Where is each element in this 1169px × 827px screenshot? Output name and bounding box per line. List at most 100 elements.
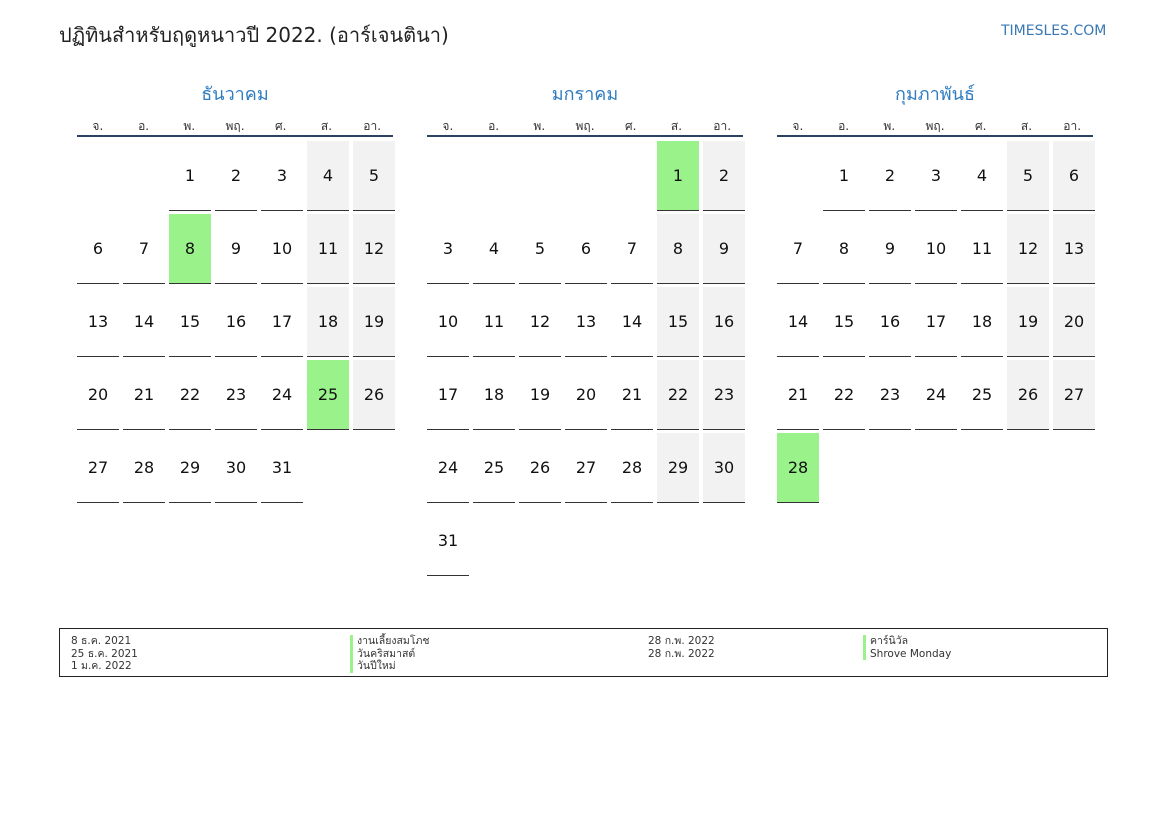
day-cell[interactable]: 16 [215,287,257,357]
day-cell[interactable]: 4 [307,141,349,211]
day-cell[interactable]: 30 [703,433,745,503]
legend-holiday-name: วันปีใหม่ [350,660,430,673]
day-cell[interactable]: 7 [123,214,165,284]
day-cell[interactable]: 9 [869,214,911,284]
day-cell[interactable]: 2 [215,141,257,211]
month-name: มกราคม [551,84,619,105]
day-cell[interactable]: 3 [427,214,469,284]
day-cell[interactable]: 18 [307,287,349,357]
day-cell[interactable]: 19 [1007,287,1049,357]
day-cell[interactable]: 27 [565,433,607,503]
day-cell[interactable]: 21 [611,360,653,430]
day-cell[interactable]: 27 [77,433,119,503]
day-cell[interactable]: 31 [427,506,469,576]
day-cell[interactable]: 11 [473,287,515,357]
day-cell[interactable]: 14 [611,287,653,357]
day-cell[interactable]: 17 [427,360,469,430]
day-cell[interactable]: 12 [519,287,561,357]
day-cell[interactable]: 6 [565,214,607,284]
day-cell[interactable]: 14 [777,287,819,357]
day-cell[interactable]: 11 [961,214,1003,284]
day-cell[interactable]: 24 [427,433,469,503]
weekday-label: จ. [92,119,104,133]
holiday-day-cell[interactable]: 28 [777,433,819,503]
day-cell[interactable]: 1 [169,141,211,211]
day-cell[interactable]: 16 [703,287,745,357]
day-cell[interactable]: 26 [519,433,561,503]
day-cell[interactable]: 19 [519,360,561,430]
day-cell[interactable]: 21 [123,360,165,430]
day-cell[interactable]: 15 [823,287,865,357]
day-cell[interactable]: 1 [823,141,865,211]
day-cell[interactable]: 6 [77,214,119,284]
day-cell[interactable]: 19 [353,287,395,357]
day-cell[interactable]: 9 [215,214,257,284]
day-cell[interactable]: 22 [657,360,699,430]
day-cell[interactable]: 13 [1053,214,1095,284]
day-cell[interactable]: 18 [961,287,1003,357]
day-cell[interactable]: 26 [1007,360,1049,430]
day-cell[interactable]: 12 [353,214,395,284]
day-cell[interactable]: 23 [869,360,911,430]
day-cell[interactable]: 20 [1053,287,1095,357]
day-cell[interactable]: 8 [657,214,699,284]
day-cell[interactable]: 5 [353,141,395,211]
site-link[interactable]: TIMESLES.COM [1001,23,1107,39]
day-cell[interactable]: 23 [215,360,257,430]
day-cell[interactable]: 17 [915,287,957,357]
day-cell[interactable]: 20 [77,360,119,430]
day-grid: 1 2 3 4 5 6 7 8 9 10 11 12 13 14 15 16 17 18 19 20 21 22 23 24 2… [777,141,1095,503]
empty-cell [777,141,819,211]
day-cell[interactable]: 22 [169,360,211,430]
day-cell[interactable]: 30 [215,433,257,503]
day-cell[interactable]: 3 [915,141,957,211]
day-cell[interactable]: 25 [473,433,515,503]
day-cell[interactable]: 11 [307,214,349,284]
day-cell[interactable]: 16 [869,287,911,357]
day-cell[interactable]: 29 [169,433,211,503]
day-cell[interactable]: 10 [427,287,469,357]
day-cell[interactable]: 12 [1007,214,1049,284]
holiday-day-cell[interactable]: 25 [307,360,349,430]
legend-date: 28 ก.พ. 2022 [648,647,715,660]
day-cell[interactable]: 8 [823,214,865,284]
day-cell[interactable]: 3 [261,141,303,211]
day-cell[interactable]: 31 [261,433,303,503]
day-cell[interactable]: 21 [777,360,819,430]
day-cell[interactable]: 29 [657,433,699,503]
day-cell[interactable]: 20 [565,360,607,430]
day-cell[interactable]: 5 [519,214,561,284]
day-cell[interactable]: 23 [703,360,745,430]
day-cell[interactable]: 13 [77,287,119,357]
day-cell[interactable]: 4 [961,141,1003,211]
day-cell[interactable]: 13 [565,287,607,357]
day-cell[interactable]: 4 [473,214,515,284]
legend-holiday-name: งานเลี้ยงสมโภช [350,635,430,648]
day-cell[interactable]: 15 [169,287,211,357]
weekday-label: ส. [1020,119,1033,133]
day-cell[interactable]: 24 [261,360,303,430]
day-cell[interactable]: 7 [777,214,819,284]
day-cell[interactable]: 17 [261,287,303,357]
day-cell[interactable]: 14 [123,287,165,357]
day-cell[interactable]: 7 [611,214,653,284]
day-cell[interactable]: 22 [823,360,865,430]
day-cell[interactable]: 6 [1053,141,1095,211]
weekday-label: ส. [670,119,683,133]
day-cell[interactable]: 2 [703,141,745,211]
day-cell[interactable]: 26 [353,360,395,430]
day-cell[interactable]: 15 [657,287,699,357]
holiday-day-cell[interactable]: 1 [657,141,699,211]
day-cell[interactable]: 27 [1053,360,1095,430]
day-cell[interactable]: 25 [961,360,1003,430]
day-cell[interactable]: 24 [915,360,957,430]
day-cell[interactable]: 28 [611,433,653,503]
day-cell[interactable]: 9 [703,214,745,284]
day-cell[interactable]: 28 [123,433,165,503]
day-cell[interactable]: 18 [473,360,515,430]
holiday-day-cell[interactable]: 8 [169,214,211,284]
day-cell[interactable]: 10 [261,214,303,284]
day-cell[interactable]: 2 [869,141,911,211]
day-cell[interactable]: 10 [915,214,957,284]
day-cell[interactable]: 5 [1007,141,1049,211]
